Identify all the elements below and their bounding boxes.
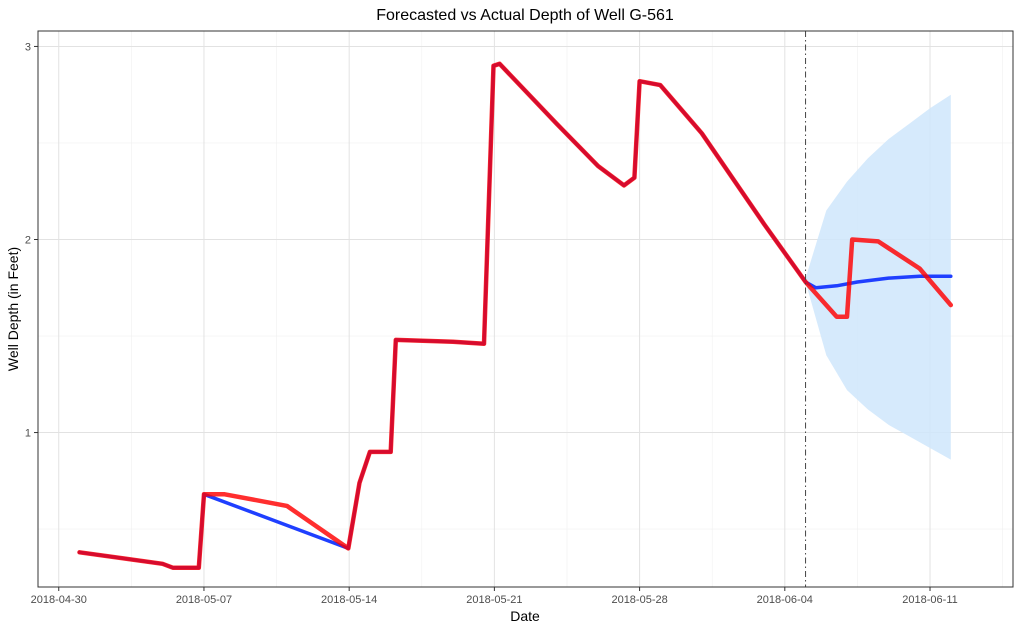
- x-tick-label: 2018-05-14: [321, 594, 377, 606]
- series-layer: [77, 61, 954, 570]
- y-tick-label: 1: [25, 428, 31, 440]
- y-tick-label: 3: [25, 41, 31, 53]
- x-tick-label: 2018-05-28: [611, 594, 667, 606]
- chart-title: Forecasted vs Actual Depth of Well G-561: [376, 7, 674, 24]
- x-axis-ticks: 2018-04-30 2018-05-07 2018-05-14 2018-05-21…: [31, 587, 958, 606]
- x-tick-label: 2018-05-07: [176, 594, 232, 606]
- y-tick-label: 2: [25, 235, 31, 247]
- y-axis-ticks: 1 2 3: [25, 41, 38, 440]
- confidence-band: [805, 94, 951, 460]
- x-tick-label: 2018-06-11: [902, 594, 957, 606]
- x-tick-label: 2018-05-21: [466, 594, 522, 606]
- x-tick-label: 2018-04-30: [31, 594, 87, 606]
- actual-depth-line: [77, 61, 954, 570]
- y-axis-title: Well Depth (in Feet): [5, 247, 21, 371]
- plot-border: [37, 30, 1014, 588]
- confidence-band-layer: [805, 94, 951, 460]
- x-axis-title: Date: [510, 608, 540, 624]
- x-tick-label: 2018-06-04: [757, 594, 813, 606]
